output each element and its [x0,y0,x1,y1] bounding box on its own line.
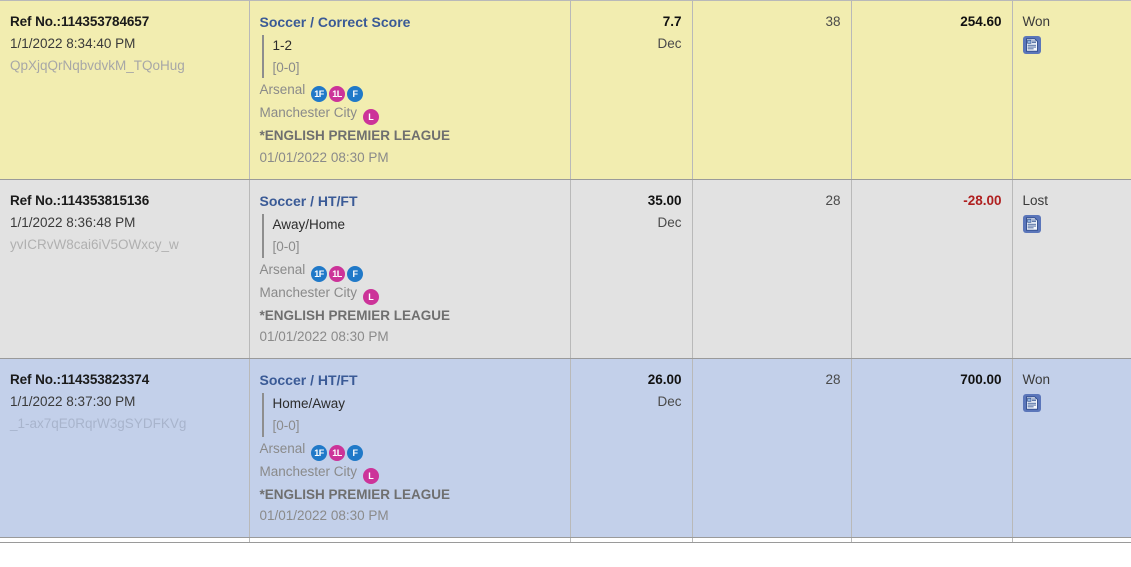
odds-format: Dec [657,35,682,51]
selection-name: 1-2 [272,37,293,53]
bet-reference-cell: Ref No.:114353823374 1/1/2022 8:37:30 PM _… [0,358,250,539]
league-name: *ENGLISH PREMIER LEAGUE [259,128,451,144]
note-document-icon[interactable] [1022,394,1041,413]
table-cell-partial [692,537,852,544]
team-badge-1l-icon[interactable]: 1L [329,444,346,461]
event-kickoff-time: 01/01/2022 08:30 PM [259,329,389,345]
winnings-cell: -28.00 [851,179,1013,360]
event-kickoff-time: 01/01/2022 08:30 PM [259,508,389,524]
table-cell-partial [0,537,250,544]
table-cell-partial [249,537,571,544]
event-details-cell: Soccer / HT/FT Away/Home [0-0] Arsenal 1F 1L… [249,179,571,360]
stake-cell: 28 [692,179,852,360]
selection-block: Home/Away [0-0] [261,392,560,437]
home-team-line: Arsenal 1F 1L F [260,259,560,282]
away-team-line: Manchester City L [260,461,560,484]
market-link[interactable]: Soccer / HT/FT [259,193,358,210]
odds-cell: 26.00 Dec [570,358,693,539]
team-badge-l-icon[interactable]: L [362,109,379,126]
bet-reference-number: Ref No.:114353823374 [10,372,150,388]
winnings-cell: 700.00 [851,358,1013,539]
home-team-name: Arsenal [259,261,310,277]
home-team-name: Arsenal [259,82,310,98]
bet-reference-number: Ref No.:114353784657 [10,14,150,29]
team-badge-f-icon[interactable]: F [347,86,364,103]
bet-hash-id: QpXjqQrNqbvdvkM_TQoHug [10,57,185,73]
status-cell: Won [1012,0,1131,181]
bet-reference-cell: Ref No.:114353784657 1/1/2022 8:34:40 PM Q… [0,0,250,181]
bet-history-table: Ref No.:114353784657 1/1/2022 8:34:40 PM Q… [0,0,1131,544]
stake-value: 38 [825,14,841,29]
selection-score: [0-0] [272,238,300,254]
bet-history-body: Ref No.:114353784657 1/1/2022 8:34:40 PM Q… [0,0,1131,544]
away-team-line: Manchester City L [260,282,560,305]
status-cell: Won [1012,358,1131,539]
team-badge-1f-icon[interactable]: 1F [311,86,328,103]
odds-value: 26.00 [647,372,682,388]
note-document-icon[interactable] [1022,35,1041,54]
odds-cell: 35.00 Dec [570,179,693,360]
league-name: *ENGLISH PREMIER LEAGUE [259,307,451,323]
odds-format: Dec [657,394,682,410]
home-team-line: Arsenal 1F 1L F [260,438,560,461]
home-team-name: Arsenal [259,440,310,456]
event-details-cell: Soccer / HT/FT Home/Away [0-0] Arsenal 1F 1L… [249,358,571,539]
status-cell: Lost [1012,179,1131,360]
bet-hash-id: yvICRvW8cai6iV5OWxcy_w [10,236,179,252]
away-team-name: Manchester City [259,463,361,479]
away-team-name: Manchester City [259,284,361,300]
event-details-cell: Soccer / Correct Score 1-2 [0-0] Arsenal 1F… [249,0,571,181]
bet-placed-timestamp: 1/1/2022 8:37:30 PM [10,394,136,410]
selection-block: Away/Home [0-0] [261,213,560,258]
team-badge-f-icon[interactable]: F [347,444,364,461]
odds-value: 7.7 [662,14,682,29]
bet-hash-id: _1-ax7qE0RqrW3gSYDFKVg [10,415,187,431]
team-badge-1l-icon[interactable]: 1L [329,265,346,282]
odds-value: 35.00 [647,193,682,209]
winnings-value: -28.00 [963,193,1002,209]
league-name: *ENGLISH PREMIER LEAGUE [259,486,451,502]
table-row[interactable]: Ref No.:114353823374 1/1/2022 8:37:30 PM _… [0,358,1131,539]
team-badge-1l-icon[interactable]: 1L [329,86,346,103]
table-row-partial[interactable] [0,537,1131,544]
stake-cell: 38 [692,0,852,181]
stake-value: 28 [825,372,841,388]
table-row[interactable]: Ref No.:114353815136 1/1/2022 8:36:48 PM y… [0,179,1131,360]
team-badge-1f-icon[interactable]: 1F [311,265,328,282]
winnings-value: 254.60 [960,14,1002,29]
bet-reference-cell: Ref No.:114353815136 1/1/2022 8:36:48 PM y… [0,179,250,360]
selection-name: Away/Home [272,216,346,232]
table-cell-partial [1012,537,1131,544]
team-badge-f-icon[interactable]: F [347,265,364,282]
selection-score: [0-0] [272,59,300,75]
selection-name: Home/Away [272,395,346,411]
note-document-icon[interactable] [1022,214,1041,233]
selection-block: 1-2 [0-0] [261,34,560,79]
bet-placed-timestamp: 1/1/2022 8:36:48 PM [10,214,136,230]
odds-format: Dec [657,214,682,230]
table-cell-partial [570,537,693,544]
away-team-line: Manchester City L [259,102,560,126]
team-badge-l-icon[interactable]: L [362,288,379,305]
table-row[interactable]: Ref No.:114353784657 1/1/2022 8:34:40 PM Q… [0,0,1131,181]
bet-placed-timestamp: 1/1/2022 8:34:40 PM [10,35,136,51]
table-cell-partial [851,537,1013,544]
team-badge-l-icon[interactable]: L [362,467,379,484]
status-badge: Lost [1022,193,1049,209]
stake-value: 28 [825,193,841,209]
home-team-line: Arsenal 1F 1L F [259,79,560,103]
status-badge: Won [1022,372,1051,388]
winnings-value: 700.00 [960,372,1002,388]
odds-cell: 7.7 Dec [570,0,693,181]
away-team-name: Manchester City [259,105,361,121]
bet-reference-number: Ref No.:114353815136 [10,193,150,209]
winnings-cell: 254.60 [851,0,1013,181]
market-link[interactable]: Soccer / HT/FT [259,372,358,389]
status-badge: Won [1022,14,1051,29]
market-link[interactable]: Soccer / Correct Score [259,14,411,30]
selection-score: [0-0] [272,417,300,433]
team-badge-1f-icon[interactable]: 1F [311,444,328,461]
stake-cell: 28 [692,358,852,539]
event-kickoff-time: 01/01/2022 08:30 PM [259,150,389,166]
